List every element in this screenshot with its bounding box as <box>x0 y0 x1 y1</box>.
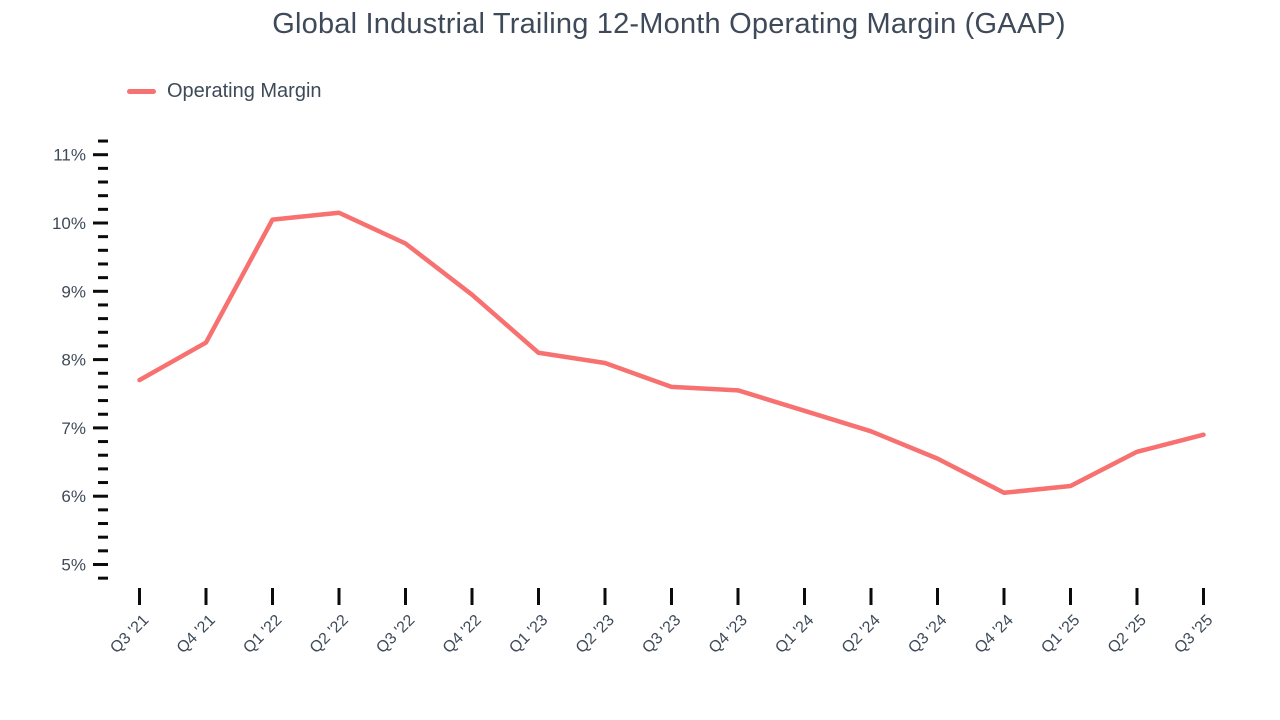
x-tick-label: Q2 '23 <box>573 612 618 657</box>
x-tick-label: Q2 '24 <box>839 612 884 657</box>
x-tick-label: Q3 '24 <box>905 612 950 657</box>
x-tick-label: Q3 '23 <box>639 612 684 657</box>
x-tick-label: Q3 '25 <box>1171 612 1216 657</box>
series-line-operating-margin[interactable] <box>137 210 1206 496</box>
y-tick-label: 11% <box>53 146 86 165</box>
y-tick-label: 5% <box>61 556 86 575</box>
x-tick-label: Q1 '24 <box>772 612 817 657</box>
x-tick-label: Q2 '22 <box>307 612 352 657</box>
y-tick-label: 8% <box>61 351 86 370</box>
chart-title: Global Industrial Trailing 12-Month Oper… <box>272 8 1066 40</box>
legend-item-label: Operating Margin <box>167 80 322 102</box>
x-tick-label: Q1 '25 <box>1038 612 1083 657</box>
x-tick-label: Q4 '21 <box>174 612 219 657</box>
x-axis-ticks <box>138 588 1205 605</box>
x-tick-label: Q2 '25 <box>1105 612 1150 657</box>
x-axis-labels: Q3 '21 Q4 '21 Q1 '22 Q2 '22 Q3 '22 Q4 '22 Q1 '… <box>107 612 1216 657</box>
y-tick-label: 10% <box>52 214 86 233</box>
y-tick-label: 7% <box>61 419 86 438</box>
legend: Operating Margin <box>127 80 322 103</box>
y-axis-minor-ticks <box>98 139 108 580</box>
x-tick-label: Q3 '22 <box>373 612 418 657</box>
x-tick-label: Q1 '23 <box>506 612 551 657</box>
x-tick-label: Q4 '23 <box>706 612 751 657</box>
x-tick-label: Q1 '22 <box>240 612 285 657</box>
y-axis-labels: 5% 6% 7% 8% 9% 10% 11% <box>52 146 86 575</box>
x-tick-label: Q4 '22 <box>440 612 485 657</box>
x-tick-label: Q4 '24 <box>972 612 1017 657</box>
y-axis-major-ticks <box>93 153 108 566</box>
y-tick-label: 9% <box>61 282 86 301</box>
legend-line-swatch-icon <box>127 89 156 94</box>
x-tick-label: Q3 '21 <box>107 612 152 657</box>
y-tick-label: 6% <box>61 487 86 506</box>
legend-item-operating-margin[interactable]: Operating Margin <box>127 80 322 103</box>
